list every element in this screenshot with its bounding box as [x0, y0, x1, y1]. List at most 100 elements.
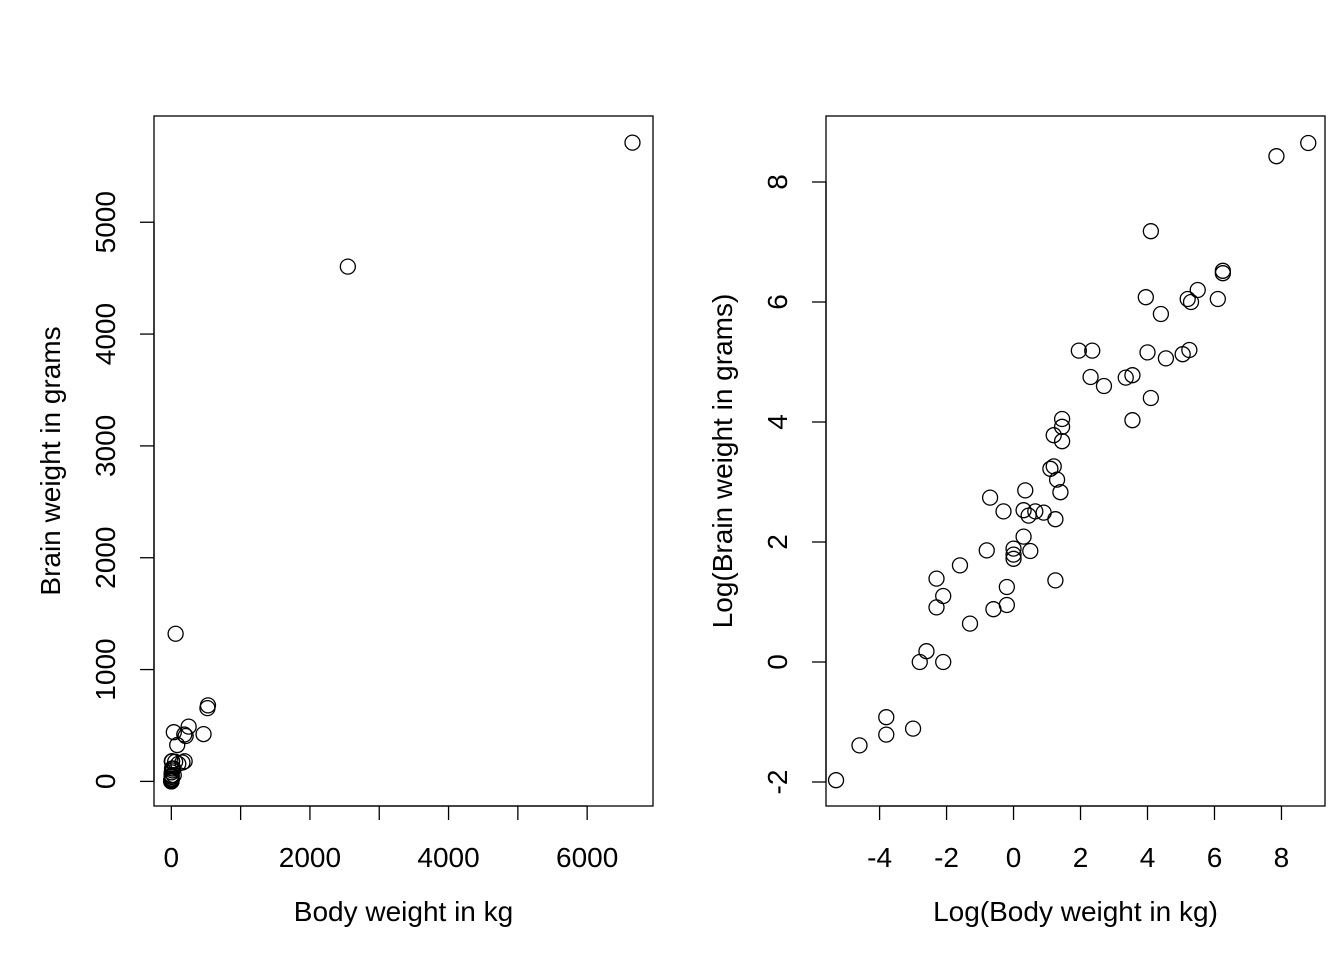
y-tick-label: 0 — [90, 774, 121, 790]
data-point — [1142, 389, 1160, 407]
data-point — [180, 718, 197, 735]
data-point — [1095, 377, 1113, 395]
data-point — [1035, 504, 1052, 521]
data-point — [1152, 305, 1170, 323]
data-point — [935, 587, 952, 605]
plot-frame — [825, 115, 1326, 807]
x-axis-label: Log(Body weight in kg) — [933, 896, 1218, 927]
x-axis-label: Body weight in kg — [294, 896, 513, 927]
data-point — [176, 753, 193, 770]
data-point — [1053, 433, 1071, 450]
data-points — [163, 134, 641, 790]
y-tick-label: 0 — [762, 654, 793, 670]
data-point — [1214, 262, 1232, 279]
data-point — [1052, 484, 1069, 501]
data-point — [1045, 458, 1062, 475]
data-point — [961, 615, 979, 632]
data-point — [851, 737, 868, 754]
plot-frame — [153, 115, 654, 807]
y-tick-label: 5000 — [90, 191, 121, 253]
data-point — [1005, 550, 1022, 567]
data-point — [1047, 511, 1064, 528]
data-point — [1209, 290, 1226, 308]
data-point — [1117, 369, 1134, 386]
y-tick-label: 2 — [762, 534, 793, 550]
data-point — [951, 557, 969, 574]
data-point — [928, 570, 945, 587]
data-point — [1268, 148, 1285, 165]
data-point — [195, 725, 212, 743]
scatter-panel-log-body-vs-log-brain: -4 -2 0 2 4 6 8 -2 0 2 4 6 8 Log(Body weight in kg)… — [707, 115, 1326, 927]
y-tick-label: 4000 — [90, 303, 121, 365]
data-point — [177, 727, 194, 745]
x-tick-label: 4 — [1140, 842, 1156, 873]
x-tick-label: 8 — [1274, 842, 1290, 873]
data-point — [1053, 410, 1071, 428]
y-tick-label: 1000 — [90, 638, 121, 700]
data-point — [174, 754, 191, 771]
data-point — [1082, 368, 1099, 386]
x-tick-label: 2000 — [279, 842, 341, 873]
data-point — [1048, 471, 1066, 488]
x-tick-label: 6000 — [556, 842, 618, 873]
y-axis-label: Log(Brain weight in grams) — [707, 294, 738, 629]
x-axis: -4 -2 0 2 4 6 8 — [867, 805, 1290, 873]
x-tick-label: 6 — [1207, 842, 1223, 873]
x-tick-label: -2 — [934, 842, 959, 873]
data-point — [169, 736, 186, 754]
data-point — [1189, 281, 1206, 299]
data-point — [911, 653, 928, 671]
data-point — [1070, 342, 1087, 359]
data-point — [163, 771, 180, 789]
data-point — [1124, 367, 1141, 384]
data-point — [165, 724, 182, 741]
x-tick-label: 2 — [1073, 842, 1089, 873]
data-point — [1015, 502, 1032, 519]
data-point — [624, 134, 641, 151]
data-point — [995, 503, 1012, 520]
data-point — [1045, 427, 1062, 444]
data-point — [878, 726, 895, 743]
data-point — [1017, 482, 1034, 499]
data-point — [998, 596, 1015, 614]
data-point — [1157, 350, 1175, 367]
data-point — [1142, 223, 1160, 240]
y-tick-label: -2 — [762, 770, 793, 795]
y-axis-label: Brain weight in grams — [35, 326, 66, 595]
data-point — [978, 542, 995, 559]
data-point — [981, 489, 999, 506]
x-tick-label: 0 — [1006, 842, 1022, 873]
data-point — [1300, 134, 1317, 152]
data-point — [164, 762, 181, 779]
data-point — [935, 653, 952, 671]
data-point — [985, 601, 1002, 618]
data-point — [1137, 289, 1154, 306]
y-tick-label: 8 — [762, 174, 793, 190]
x-axis: 0 2000 4000 6000 — [164, 805, 618, 873]
x-tick-label: 4000 — [417, 842, 479, 873]
data-point — [339, 258, 356, 275]
data-point — [1027, 503, 1044, 520]
data-point — [1084, 342, 1101, 359]
data-point — [1005, 546, 1022, 563]
data-point — [1015, 528, 1032, 545]
x-tick-label: 0 — [164, 842, 180, 873]
data-point — [1179, 290, 1196, 308]
data-point — [1124, 412, 1141, 429]
y-tick-label: 2000 — [90, 527, 121, 589]
data-point — [998, 578, 1015, 596]
data-point — [1047, 572, 1064, 589]
y-axis: -2 0 2 4 6 8 — [762, 174, 827, 795]
data-point — [878, 709, 895, 726]
data-point — [918, 643, 935, 660]
data-point — [1022, 542, 1039, 560]
data-point — [199, 697, 217, 714]
data-point — [827, 772, 845, 789]
y-axis: 0 1000 2000 3000 4000 5000 — [90, 191, 155, 790]
scatter-panel-body-vs-brain: 0 2000 4000 6000 0 1000 2000 3000 4000 5000 Body… — [35, 115, 654, 927]
y-tick-label: 6 — [762, 294, 793, 310]
data-point — [928, 599, 945, 616]
data-point — [1005, 540, 1022, 557]
data-point — [163, 753, 181, 770]
